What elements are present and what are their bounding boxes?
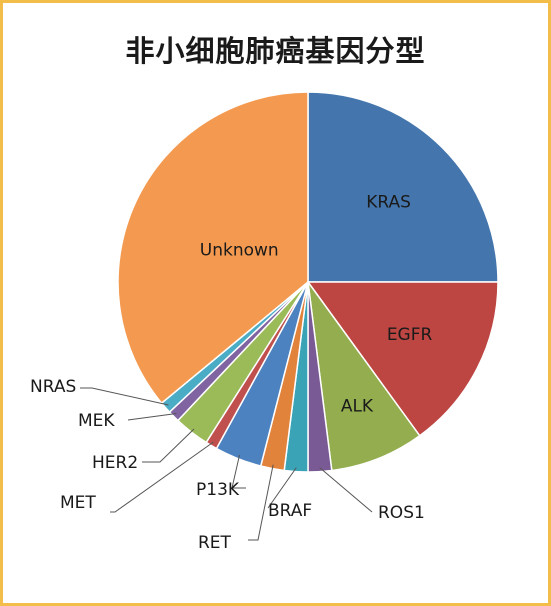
leader-line-p13k bbox=[231, 454, 246, 489]
slice-label-alk: ALK bbox=[341, 397, 374, 417]
slice-label-unknown: Unknown bbox=[200, 241, 279, 261]
slice-label-braf: BRAF bbox=[268, 501, 312, 521]
slice-label-ros1: ROS1 bbox=[378, 503, 425, 523]
chart-title: 非小细胞肺癌基因分型 bbox=[125, 34, 426, 68]
pie-slice-kras bbox=[307, 91, 499, 283]
pie-slice-egfr bbox=[306, 281, 499, 437]
slice-label-ret: RET bbox=[198, 533, 232, 553]
slice-label-nras: NRAS bbox=[30, 377, 76, 397]
leader-line-met bbox=[110, 441, 214, 513]
slice-label-her2: HER2 bbox=[92, 453, 138, 473]
slice-label-met: MET bbox=[60, 493, 96, 513]
slice-label-mek: MEK bbox=[78, 411, 115, 431]
slice-label-kras: KRAS bbox=[366, 192, 411, 212]
slice-label-egfr: EGFR bbox=[387, 325, 433, 345]
leader-line-braf bbox=[267, 467, 297, 509]
leader-line-ret bbox=[248, 464, 274, 541]
slice-label-p13k: P13K bbox=[196, 480, 240, 500]
leader-line-her2 bbox=[142, 428, 195, 463]
leader-line-mek bbox=[127, 413, 177, 421]
leader-line-ros1 bbox=[319, 467, 373, 513]
leader-line-nras bbox=[80, 387, 169, 406]
pie-slice-alk bbox=[307, 281, 421, 472]
pie-slice-unknown bbox=[117, 91, 309, 405]
